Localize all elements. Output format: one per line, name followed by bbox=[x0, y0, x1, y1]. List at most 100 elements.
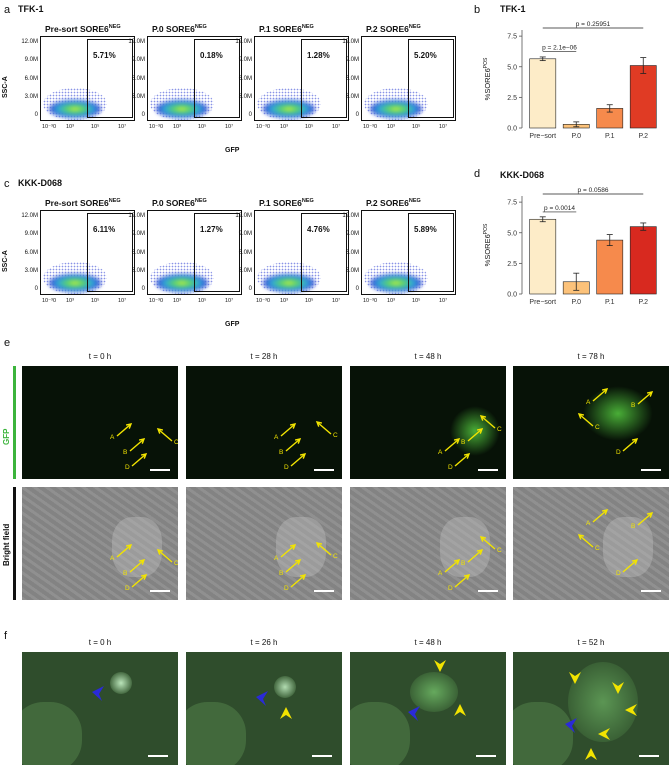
gfp-image: A B C D bbox=[513, 366, 669, 479]
arrow-letter: B bbox=[123, 449, 127, 456]
flow-plot-title-text: P.0 SORE6 bbox=[152, 198, 195, 208]
neighbor-cell bbox=[22, 702, 82, 765]
scale-bar bbox=[478, 590, 498, 592]
cell-density-cloud bbox=[156, 274, 208, 292]
arrow-letter: A bbox=[274, 555, 279, 562]
arrow-letter: C bbox=[595, 424, 600, 431]
arrow-b-icon bbox=[467, 428, 483, 442]
flow-plot-title-text: P.2 SORE6 bbox=[366, 24, 409, 34]
brightfield-texture bbox=[22, 487, 178, 600]
y-tick-label: 12.0M bbox=[21, 39, 38, 45]
arrow-c-icon bbox=[480, 415, 496, 429]
arrow-letter: C bbox=[174, 439, 178, 446]
gfp-cell-signal bbox=[583, 386, 653, 441]
blue-arrowhead-icon bbox=[408, 706, 420, 721]
arrow-a-icon bbox=[280, 544, 296, 558]
gfp-image: A B C D bbox=[186, 366, 342, 479]
cell-density-cloud bbox=[49, 100, 101, 118]
neighbor-cell bbox=[350, 702, 410, 765]
x-tick-label: 10⁻³ bbox=[363, 124, 374, 130]
x-tick-label: 10⁵ bbox=[412, 124, 421, 130]
gfp-gate bbox=[194, 213, 240, 292]
x-tick-label: 0 bbox=[374, 124, 378, 130]
arrow-d-icon bbox=[290, 453, 306, 467]
blue-arrowhead-icon bbox=[92, 686, 104, 701]
x-tick-label: 10⁻³ bbox=[42, 298, 53, 304]
arrow-a-icon bbox=[116, 544, 132, 558]
scale-bar bbox=[641, 469, 661, 471]
p-value-label: p = 2.1e−06 bbox=[542, 44, 577, 51]
y-tick-label: 6.0M bbox=[131, 75, 145, 82]
time-label: t = 78 h bbox=[577, 352, 605, 361]
target-cell bbox=[410, 672, 458, 712]
cell-density-cloud bbox=[156, 100, 208, 118]
scale-bar bbox=[478, 469, 498, 471]
arrow-letter: A bbox=[274, 434, 279, 441]
time-label: t = 48 h bbox=[414, 638, 442, 647]
row-label: Bright field bbox=[2, 523, 11, 566]
arrowhead-icon bbox=[463, 574, 471, 580]
y-tick-label: 12.0M bbox=[235, 39, 252, 45]
flow-plot-title: Pre-sort SORE6NEG bbox=[45, 24, 121, 34]
y-axis-label: SSC-A bbox=[2, 76, 9, 98]
y-tick-label: 0 bbox=[141, 112, 145, 118]
x-tick-label: 10⁵ bbox=[91, 124, 100, 130]
y-tick-label: 5.0 bbox=[507, 64, 517, 71]
arrowhead-icon bbox=[479, 415, 487, 421]
arrow-letter: C bbox=[333, 432, 338, 439]
arrowhead-icon bbox=[289, 544, 297, 550]
scale-bar bbox=[148, 755, 168, 757]
arrow-d-icon bbox=[454, 574, 470, 588]
x-tick-label: 10⁻³ bbox=[149, 124, 160, 130]
flow-plot-title: P.2 SORE6NEG bbox=[366, 198, 421, 208]
flow-plot-title-sup: NEG bbox=[408, 198, 421, 205]
arrow-letter: B bbox=[279, 449, 283, 456]
panel-d-letter: d bbox=[474, 168, 481, 180]
y-tick-label: 6.0M bbox=[24, 75, 38, 82]
brightfield-texture bbox=[350, 487, 506, 600]
blue-arrowhead-icon bbox=[256, 691, 268, 706]
x-tick-label: 10⁵ bbox=[305, 124, 314, 130]
arrow-letter: B bbox=[461, 439, 465, 446]
p-value-label: p = 0.25951 bbox=[576, 21, 611, 28]
x-tick-label: 10³ bbox=[173, 298, 181, 304]
brightfield-texture bbox=[513, 487, 669, 600]
panel-a-letter: a bbox=[4, 4, 11, 16]
y-tick-label: 0 bbox=[248, 286, 252, 292]
arrowhead-icon bbox=[289, 423, 297, 429]
arrow-d-icon bbox=[622, 559, 638, 573]
flow-plot-title-text: P.0 SORE6 bbox=[152, 24, 195, 34]
x-tick-label: 10³ bbox=[387, 298, 395, 304]
x-axis-label: GFP bbox=[225, 321, 240, 328]
y-tick-label: 3.0M bbox=[238, 267, 252, 274]
x-tick-label: 10⁷ bbox=[439, 298, 448, 304]
bar bbox=[529, 218, 557, 295]
x-tick-label: 0 bbox=[53, 124, 57, 130]
x-tick-label: 0 bbox=[160, 298, 164, 304]
arrow-letter: B bbox=[123, 570, 127, 577]
panel-b-letter: b bbox=[474, 4, 481, 16]
flow-plot-title: P.2 SORE6NEG bbox=[366, 24, 421, 34]
flow-plot-title-sup: NEG bbox=[108, 198, 121, 205]
x-tick-label: 10⁷ bbox=[225, 124, 234, 130]
x-tick-label: 10³ bbox=[173, 124, 181, 130]
flow-plot: 6.11% bbox=[40, 210, 135, 295]
arrow-letter: B bbox=[279, 570, 283, 577]
arrow-letter: A bbox=[438, 570, 443, 577]
arrowhead-icon bbox=[577, 413, 585, 419]
arrow-d-icon bbox=[131, 574, 147, 588]
arrow-c-icon bbox=[578, 534, 594, 548]
yellow-arrowhead-icon bbox=[598, 728, 610, 740]
arrowhead-icon bbox=[453, 559, 461, 565]
arrow-a-icon bbox=[280, 423, 296, 437]
arrowhead-icon bbox=[601, 509, 609, 515]
yellow-arrowhead-icon bbox=[612, 682, 624, 694]
flow-plot: 5.20% bbox=[361, 36, 456, 121]
panel-d-title: KKK-D068 bbox=[500, 170, 545, 180]
arrow-b-icon bbox=[129, 438, 145, 452]
arrowhead-icon bbox=[156, 549, 164, 555]
x-tick-label: Pre−sort bbox=[529, 299, 556, 306]
arrowhead-icon bbox=[646, 391, 654, 397]
y-tick-label: 12.0M bbox=[21, 213, 38, 219]
arrow-b-icon bbox=[129, 559, 145, 573]
